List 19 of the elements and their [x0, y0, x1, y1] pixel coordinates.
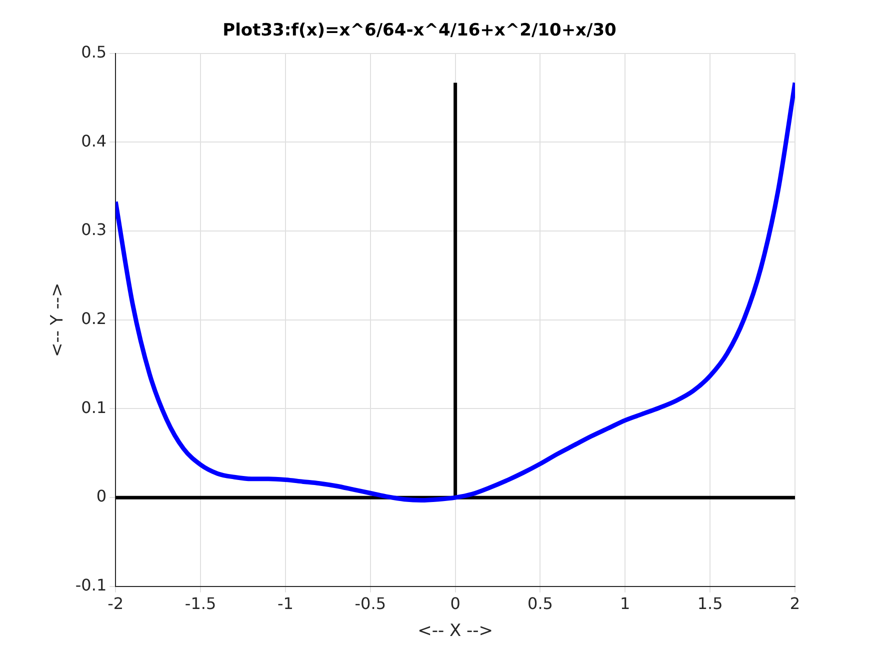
x-tick-label: -2: [108, 594, 124, 614]
x-axis-title: <-- X -->: [418, 621, 494, 642]
y-tick-label: 0.5: [81, 42, 107, 62]
y-tick-label: 0.3: [81, 220, 107, 240]
x-tick-label: 1: [620, 594, 630, 614]
y-tick-label: 0: [96, 486, 107, 506]
x-tick-label: 1.5: [697, 594, 723, 614]
y-tick-label: 0.1: [81, 398, 107, 417]
chart-title: Plot33:f(x)=x^6/64-x^4/16+x^2/10+x/30: [222, 20, 617, 41]
x-tick-label: 0: [450, 594, 460, 614]
y-tick-label: 0.2: [81, 309, 107, 328]
x-tick-label: -1: [277, 594, 294, 614]
y-axis-title: <-- Y -->: [48, 282, 68, 358]
y-tick-label: 0.4: [81, 131, 107, 150]
x-tick-label: 2: [790, 594, 800, 614]
x-tick-label: 0.5: [528, 594, 553, 614]
x-tick-label: -0.5: [354, 594, 386, 614]
x-tick-label: -1.5: [184, 594, 216, 614]
y-tick-label: -0.1: [75, 576, 107, 595]
